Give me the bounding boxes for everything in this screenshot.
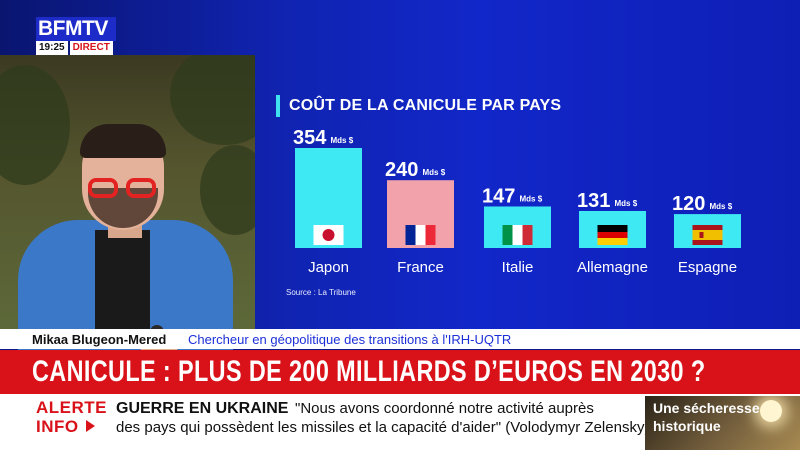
headline-text: CANICULE : PLUS DE 200 MILLIARDS D’EUROS… <box>32 355 706 388</box>
value-label: 131 <box>577 190 610 212</box>
ticker-quote-line2: des pays qui possèdent les missiles et l… <box>116 419 650 436</box>
france-flag-icon <box>405 225 436 245</box>
value-label: 147 <box>482 185 515 207</box>
germany-flag-icon <box>597 225 628 245</box>
value-label: 240 <box>385 159 418 181</box>
bar-chart: 354 Mds $ Japon 240 Mds $ France 147 Mds $ Itali… <box>293 127 741 276</box>
alert-info-label: ALERTE INFO <box>36 398 107 436</box>
spain-flag-icon <box>692 225 723 245</box>
teaser-line2: historique <box>653 418 721 434</box>
unit-label: Mds $ <box>710 202 733 211</box>
logo-text: BFMTV <box>36 17 116 41</box>
unit-label: Mds $ <box>615 199 638 208</box>
channel-logo: BFMTV 19:25 DIRECT <box>36 17 116 55</box>
chart-title-accent <box>276 95 280 117</box>
unit-label: Mds $ <box>331 136 354 145</box>
headline-banner <box>0 350 800 394</box>
category-label: Espagne <box>678 259 737 276</box>
ticker-quote-line1: "Nous avons coordonné notre activité aup… <box>295 400 594 417</box>
guest-name: Mikaa Blugeon-Mered <box>32 332 167 347</box>
chart-source: Source : La Tribune <box>286 288 356 297</box>
value-label: 354 <box>293 127 327 149</box>
alert-label-line1: ALERTE <box>36 398 107 417</box>
japan-flag-icon <box>313 225 344 245</box>
next-segment-teaser: Une sécheresse historique <box>645 396 800 450</box>
clock-time: 19:25 <box>36 41 68 55</box>
alert-label-line2: INFO <box>36 417 79 436</box>
value-label: 120 <box>672 193 705 215</box>
guest-role: Chercheur en géopolitique des transition… <box>188 332 512 347</box>
name-strap <box>0 329 800 349</box>
teaser-line1: Une sécheresse <box>653 400 760 416</box>
unit-label: Mds $ <box>423 168 446 177</box>
category-label: France <box>397 259 444 276</box>
glasses <box>84 178 162 200</box>
category-label: Allemagne <box>577 259 648 276</box>
italy-flag-icon <box>502 225 533 245</box>
category-label: Italie <box>502 259 534 276</box>
unit-label: Mds $ <box>520 194 543 203</box>
live-badge: DIRECT <box>69 41 113 55</box>
sun-icon <box>760 400 782 422</box>
ticker-topic: GUERRE EN UKRAINE <box>116 400 289 417</box>
arrow-right-icon <box>86 420 95 432</box>
presenter-image <box>0 60 255 385</box>
category-label: Japon <box>308 259 349 276</box>
chart-title: COÛT DE LA CANICULE PAR PAYS <box>289 97 562 114</box>
